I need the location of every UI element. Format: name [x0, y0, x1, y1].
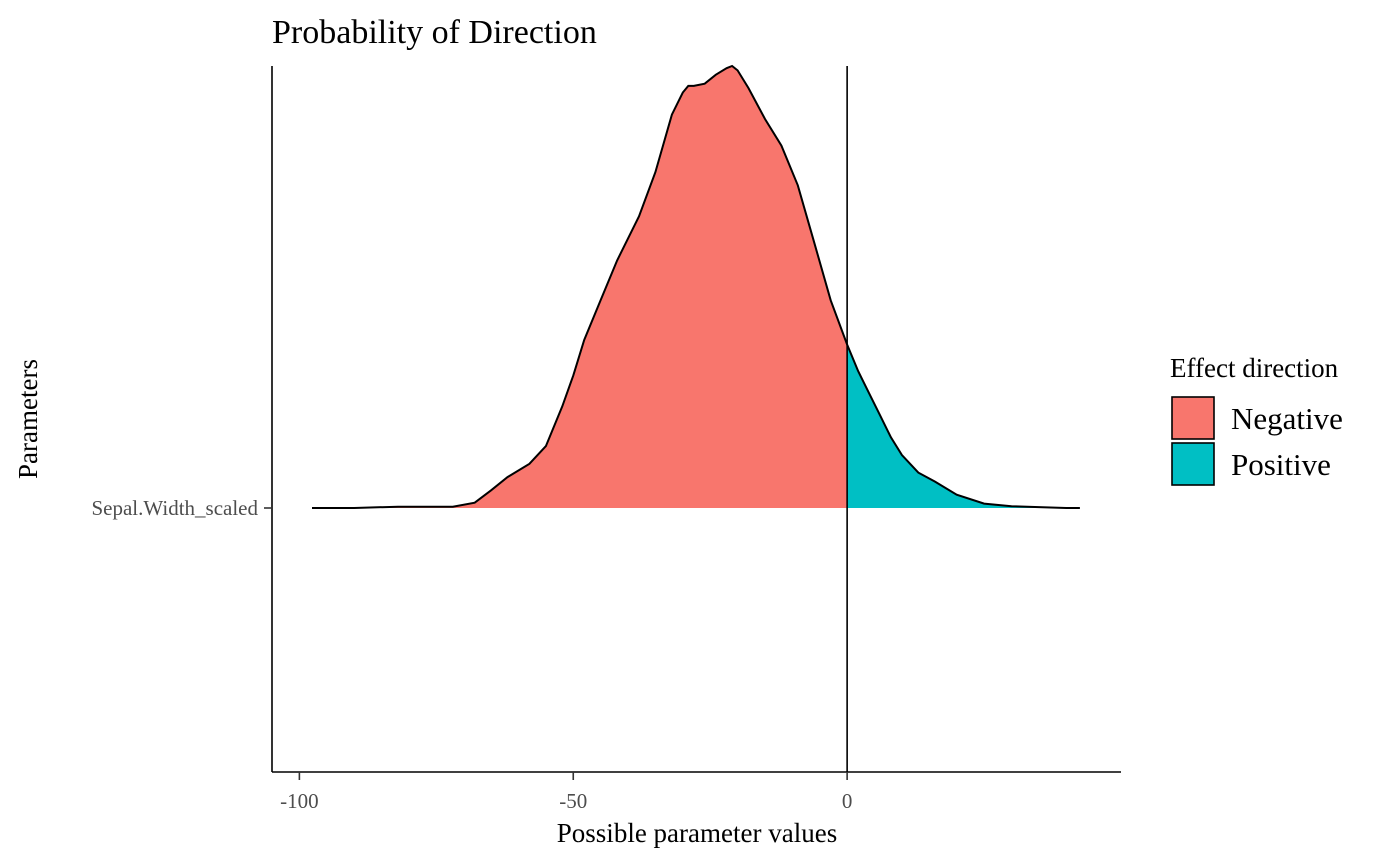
x-axis-title: Possible parameter values	[557, 818, 837, 848]
legend: Effect direction Negative Positive	[1170, 353, 1343, 486]
density-area-positive	[847, 344, 1080, 508]
y-axis-ticks: Sepal.Width_scaled	[91, 496, 272, 520]
y-axis-title: Parameters	[13, 359, 43, 479]
legend-title: Effect direction	[1170, 353, 1339, 383]
legend-swatch-negative	[1171, 396, 1215, 440]
x-tick-label: -50	[559, 789, 587, 813]
chart-title: Probability of Direction	[272, 14, 597, 51]
x-tick-label: -100	[280, 789, 319, 813]
x-tick-label: 0	[842, 789, 853, 813]
legend-swatch-positive	[1171, 442, 1215, 486]
legend-entries: Negative Positive	[1171, 396, 1343, 486]
density-outline	[312, 64, 1080, 509]
x-axis-ticks: -100 -50 0	[280, 772, 852, 813]
plot-area	[312, 64, 1080, 772]
legend-label-positive: Positive	[1231, 447, 1331, 482]
density-area-negative	[312, 66, 848, 508]
legend-label-negative: Negative	[1231, 401, 1343, 436]
y-tick-label: Sepal.Width_scaled	[91, 496, 258, 520]
